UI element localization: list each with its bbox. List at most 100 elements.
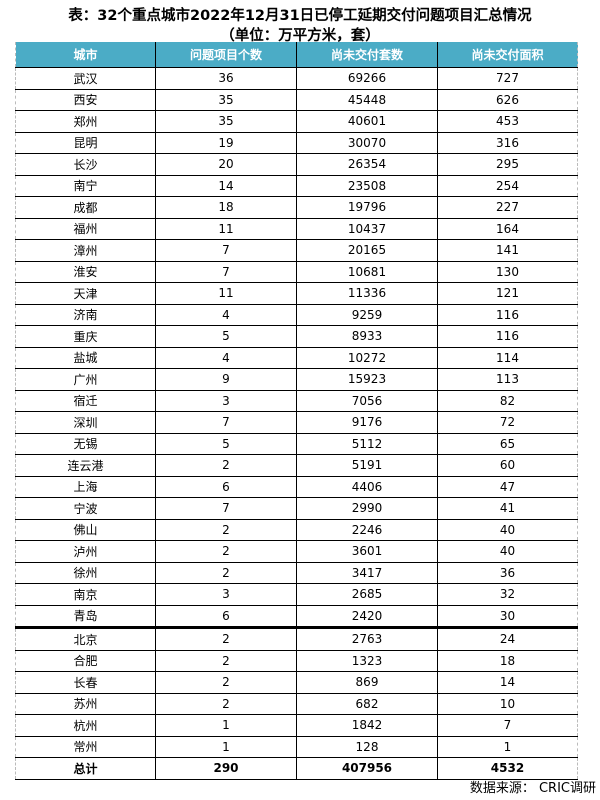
table-cell: 7 bbox=[155, 260, 297, 283]
table-row: 武汉 36 69266 727 bbox=[15, 67, 578, 90]
table-cell: 72 bbox=[437, 411, 578, 434]
table-cell: 23508 bbox=[296, 174, 438, 197]
table-cell: 4 bbox=[155, 303, 297, 326]
table-cell: 常州 bbox=[15, 735, 156, 758]
table-cell: 宿迁 bbox=[15, 389, 156, 412]
table-cell: 18 bbox=[155, 196, 297, 219]
table-row: 南京 3 2685 32 bbox=[15, 583, 578, 606]
table-cell: 济南 bbox=[15, 303, 156, 326]
table-cell: 天津 bbox=[15, 282, 156, 305]
table-cell: 武汉 bbox=[15, 67, 156, 90]
table-cell: 2990 bbox=[296, 497, 438, 520]
table-cell: 9259 bbox=[296, 303, 438, 326]
table-title: 表：32个重点城市2022年12月31日已停工延期交付问题项目汇总情况 bbox=[68, 8, 532, 24]
table-cell: 青岛 bbox=[15, 604, 156, 629]
table-row: 北京 2 2763 24 bbox=[15, 627, 578, 651]
total-cell: 290 bbox=[155, 757, 297, 780]
table-cell: 11336 bbox=[296, 282, 438, 305]
table-cell: 2 bbox=[155, 518, 297, 541]
table-cell: 164 bbox=[437, 217, 578, 240]
table-row: 长春 2 869 14 bbox=[15, 671, 578, 694]
table-cell: 4 bbox=[155, 346, 297, 369]
table-cell: 18 bbox=[437, 649, 578, 672]
table-cell: 广州 bbox=[15, 368, 156, 391]
table-cell: 6 bbox=[155, 475, 297, 498]
table-cell: 65 bbox=[437, 432, 578, 455]
table-cell: 郑州 bbox=[15, 110, 156, 133]
table-cell: 40601 bbox=[296, 110, 438, 133]
table-cell: 11 bbox=[155, 282, 297, 305]
table-cell: 1 bbox=[155, 735, 297, 758]
table-cell: 苏州 bbox=[15, 692, 156, 715]
table-cell: 杭州 bbox=[15, 714, 156, 737]
table-cell: 116 bbox=[437, 303, 578, 326]
table-cell: 10681 bbox=[296, 260, 438, 283]
table-cell: 漳州 bbox=[15, 239, 156, 262]
table-cell: 11 bbox=[155, 217, 297, 240]
table-cell: 连云港 bbox=[15, 454, 156, 477]
table-cell: 南京 bbox=[15, 583, 156, 606]
table-cell: 2 bbox=[155, 671, 297, 694]
table-cell: 深圳 bbox=[15, 411, 156, 434]
table-row: 西安 35 45448 626 bbox=[15, 88, 578, 111]
table-cell: 30 bbox=[437, 604, 578, 629]
table-row: 郑州 35 40601 453 bbox=[15, 110, 578, 133]
table-cell: 41 bbox=[437, 497, 578, 520]
table-cell: 无锡 bbox=[15, 432, 156, 455]
table-cell: 130 bbox=[437, 260, 578, 283]
table-cell: 10272 bbox=[296, 346, 438, 369]
table-cell: 西安 bbox=[15, 88, 156, 111]
table-cell: 2763 bbox=[296, 627, 438, 651]
total-row: 总计 290 407956 4532 bbox=[15, 757, 578, 780]
table-row: 深圳 7 9176 72 bbox=[15, 411, 578, 434]
table-cell: 佛山 bbox=[15, 518, 156, 541]
table-cell: 10 bbox=[437, 692, 578, 715]
table-cell: 南宁 bbox=[15, 174, 156, 197]
table-cell: 7 bbox=[155, 239, 297, 262]
table-cell: 2 bbox=[155, 649, 297, 672]
table-row: 长沙 20 26354 295 bbox=[15, 153, 578, 176]
table-cell: 2420 bbox=[296, 604, 438, 629]
table-cell: 10437 bbox=[296, 217, 438, 240]
table-cell: 2 bbox=[155, 454, 297, 477]
city-summary-table: 城市 问题项目个数 尚未交付套数 尚未交付面积 武汉 36 69266 727 西安 35… bbox=[15, 42, 578, 780]
table-row: 成都 18 19796 227 bbox=[15, 196, 578, 219]
table-cell: 128 bbox=[296, 735, 438, 758]
table-row: 南宁 14 23508 254 bbox=[15, 174, 578, 197]
table-row: 上海 6 4406 47 bbox=[15, 475, 578, 498]
table-cell: 3 bbox=[155, 389, 297, 412]
table-cell: 47 bbox=[437, 475, 578, 498]
table-row: 济南 4 9259 116 bbox=[15, 303, 578, 326]
table-cell: 19796 bbox=[296, 196, 438, 219]
table-cell: 254 bbox=[437, 174, 578, 197]
table-cell: 长沙 bbox=[15, 153, 156, 176]
table-row: 重庆 5 8933 116 bbox=[15, 325, 578, 348]
table-cell: 14 bbox=[437, 671, 578, 694]
table-cell: 453 bbox=[437, 110, 578, 133]
table-cell: 3601 bbox=[296, 540, 438, 563]
table-cell: 82 bbox=[437, 389, 578, 412]
table-cell: 7 bbox=[155, 497, 297, 520]
table-cell: 32 bbox=[437, 583, 578, 606]
table-cell: 141 bbox=[437, 239, 578, 262]
table-cell: 40 bbox=[437, 540, 578, 563]
table-cell: 7 bbox=[437, 714, 578, 737]
table-cell: 长春 bbox=[15, 671, 156, 694]
table-row: 徐州 2 3417 36 bbox=[15, 561, 578, 584]
header-row: 城市 问题项目个数 尚未交付套数 尚未交付面积 bbox=[15, 42, 578, 68]
table-row: 常州 1 128 1 bbox=[15, 735, 578, 758]
table-cell: 泸州 bbox=[15, 540, 156, 563]
total-cell: 407956 bbox=[296, 757, 438, 780]
table-cell: 上海 bbox=[15, 475, 156, 498]
column-header: 城市 bbox=[15, 42, 156, 68]
table-cell: 1323 bbox=[296, 649, 438, 672]
table-cell: 盐城 bbox=[15, 346, 156, 369]
table-subtitle: （单位：万平方米，套） bbox=[220, 28, 380, 44]
table-cell: 227 bbox=[437, 196, 578, 219]
table-cell: 宁波 bbox=[15, 497, 156, 520]
table-row: 无锡 5 5112 65 bbox=[15, 432, 578, 455]
table-cell: 36 bbox=[437, 561, 578, 584]
table-cell: 116 bbox=[437, 325, 578, 348]
table-row: 青岛 6 2420 30 bbox=[15, 604, 578, 629]
table-cell: 316 bbox=[437, 131, 578, 154]
